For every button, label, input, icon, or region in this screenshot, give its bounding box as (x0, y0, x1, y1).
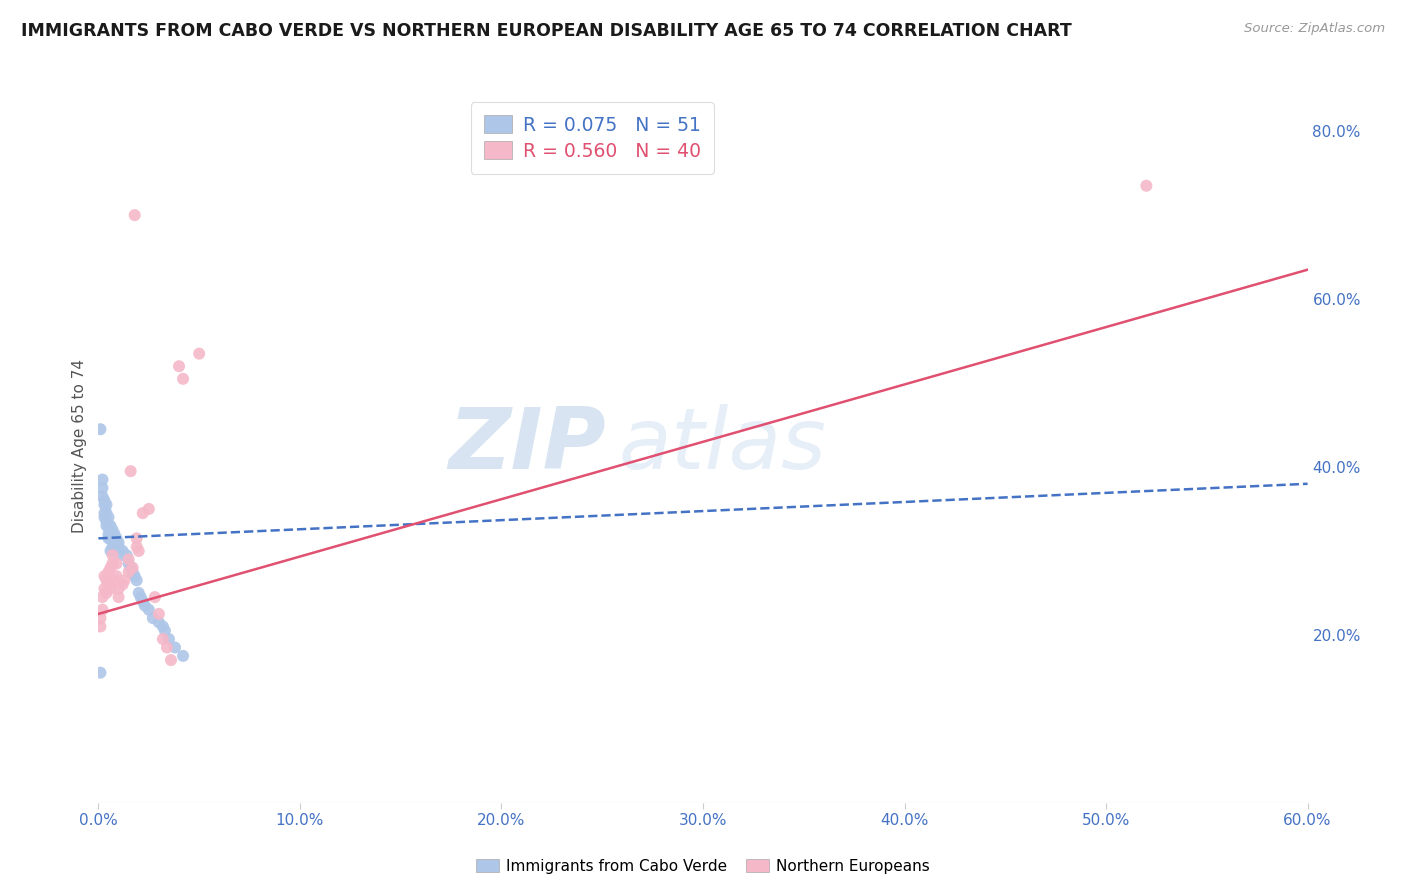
Point (96, 574, 118, 588)
Point (124, 569, 146, 583)
Y-axis label: Disability Age 65 to 74: Disability Age 65 to 74 (72, 359, 87, 533)
Point (93, 498, 115, 512)
Point (160, 653, 183, 667)
Point (152, 632, 174, 646)
Point (128, 586, 150, 600)
Point (153, 624, 176, 638)
Point (143, 590, 166, 604)
Point (89, 619, 111, 633)
Point (96, 518, 118, 533)
Point (101, 548, 124, 562)
Point (93, 569, 115, 583)
Point (157, 632, 180, 646)
Point (114, 574, 136, 588)
Point (163, 640, 186, 655)
Text: IMMIGRANTS FROM CABO VERDE VS NORTHERN EUROPEAN DISABILITY AGE 65 TO 74 CORRELAT: IMMIGRANTS FROM CABO VERDE VS NORTHERN E… (21, 22, 1071, 40)
Point (132, 506, 155, 520)
Point (111, 544, 134, 558)
Point (156, 640, 179, 655)
Point (89, 611, 111, 625)
Point (101, 523, 124, 537)
Point (101, 532, 124, 546)
Point (1135, 178, 1157, 193)
Point (100, 544, 122, 558)
Point (152, 619, 174, 633)
Point (89, 422, 111, 436)
Point (91, 473, 114, 487)
Point (188, 346, 211, 360)
Point (105, 569, 128, 583)
Point (107, 590, 129, 604)
Point (138, 502, 160, 516)
Point (132, 594, 155, 608)
Point (120, 560, 142, 574)
Point (89, 665, 111, 680)
Text: Source: ZipAtlas.com: Source: ZipAtlas.com (1244, 22, 1385, 36)
Point (96, 498, 118, 512)
Point (97, 565, 120, 579)
Point (101, 540, 124, 554)
Point (148, 607, 170, 621)
Point (91, 603, 114, 617)
Point (111, 548, 134, 562)
Point (91, 590, 114, 604)
Text: ZIP: ZIP (449, 404, 606, 488)
Point (96, 515, 118, 529)
Point (105, 540, 128, 554)
Point (172, 372, 194, 386)
Point (100, 582, 122, 596)
Point (91, 489, 114, 503)
Point (107, 540, 129, 554)
Point (118, 565, 141, 579)
Point (138, 603, 160, 617)
Point (93, 506, 115, 520)
Point (105, 532, 128, 546)
Point (172, 648, 194, 663)
Point (107, 535, 129, 549)
Point (118, 557, 141, 571)
Point (103, 544, 125, 558)
Point (103, 527, 125, 541)
Point (148, 615, 170, 630)
Point (100, 560, 122, 574)
Point (107, 582, 129, 596)
Point (93, 493, 115, 508)
Point (142, 611, 165, 625)
Point (125, 540, 148, 554)
Point (125, 532, 148, 546)
Point (103, 535, 125, 549)
Point (121, 565, 143, 579)
Point (97, 532, 120, 546)
Point (97, 518, 120, 533)
Legend: R = 0.075   N = 51, R = 0.560   N = 40: R = 0.075 N = 51, R = 0.560 N = 40 (471, 103, 714, 174)
Point (91, 481, 114, 495)
Point (124, 208, 146, 222)
Point (121, 560, 143, 574)
Point (111, 577, 134, 591)
Point (134, 599, 156, 613)
Point (97, 510, 120, 524)
Point (100, 532, 122, 546)
Point (97, 577, 120, 591)
Legend: Immigrants from Cabo Verde, Northern Europeans: Immigrants from Cabo Verde, Northern Eur… (470, 853, 936, 880)
Point (101, 557, 124, 571)
Point (96, 586, 118, 600)
Point (128, 544, 150, 558)
Point (97, 527, 120, 541)
Point (93, 582, 115, 596)
Text: atlas: atlas (619, 404, 827, 488)
Point (96, 506, 118, 520)
Point (115, 548, 138, 562)
Point (129, 590, 152, 604)
Point (120, 464, 142, 478)
Point (118, 552, 141, 566)
Point (100, 518, 122, 533)
Point (167, 359, 190, 374)
Point (100, 523, 122, 537)
Point (103, 574, 125, 588)
Point (105, 557, 128, 571)
Point (93, 510, 115, 524)
Point (125, 574, 148, 588)
